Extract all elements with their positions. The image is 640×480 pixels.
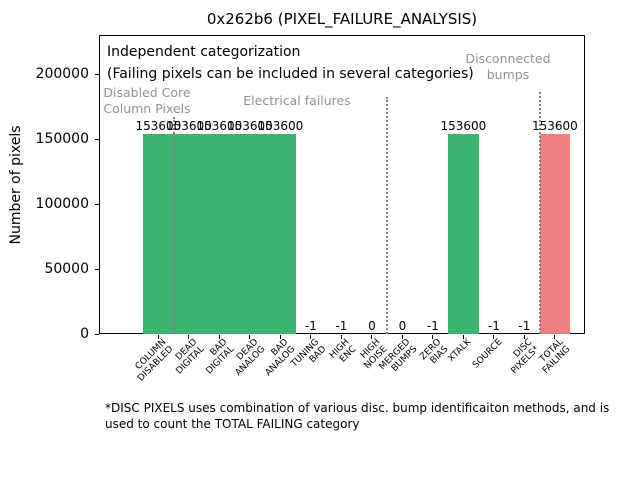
x-tick-mark [249, 335, 251, 339]
bar-value-label-source: -1 [487, 319, 500, 333]
y-tick-label: 100000 [35, 196, 89, 212]
x-tick-mark [462, 335, 464, 339]
bar-value-label-high-enc: -1 [335, 319, 348, 333]
bar-value-label-xtalk: 153600 [440, 119, 487, 134]
y-tick-mark [95, 333, 99, 335]
chart-title: 0x262b6 (PIXEL_FAILURE_ANALYSIS) [206, 10, 478, 28]
bar-dead-digital [173, 134, 205, 334]
annotation-line1: Independent categorization [107, 44, 301, 60]
bar-value-label-column-disabled: 153600 [135, 119, 182, 134]
bar-dead-analog [234, 134, 266, 334]
x-tick-mark [554, 335, 556, 339]
bar-xtalk [448, 134, 479, 334]
bar-value-label-disc-pixels: -1 [518, 319, 531, 333]
x-tick-mark [371, 335, 373, 339]
bar-value-label-zero-bias: -1 [426, 319, 439, 333]
bar-bad-analog [265, 134, 296, 334]
bar-column-disabled [143, 134, 174, 334]
y-tick-label: 0 [80, 326, 89, 342]
section-separator-line [538, 92, 541, 334]
x-tick-mark [279, 335, 281, 339]
x-tick-mark [401, 335, 403, 339]
x-tick-mark [157, 335, 159, 339]
annotation-line2: (Failing pixels can be included in sever… [107, 66, 474, 82]
y-tick-label: 200000 [35, 66, 89, 82]
x-tick-mark [340, 335, 342, 339]
section-label-line: Column Pixels [103, 101, 191, 116]
section-label-line: bumps [486, 67, 530, 82]
section-label-line: Disabled Core [103, 85, 191, 100]
x-tick-mark [493, 335, 495, 339]
footnote-line1: *DISC PIXELS uses combination of various… [105, 401, 610, 415]
section-label-line: Disconnected [465, 51, 551, 66]
bar-value-label-dead-digital: 153600 [165, 119, 212, 134]
section-label-disabled-core-column-pixels: Disabled Core Column Pixels [91, 85, 203, 117]
y-tick-label: 150000 [35, 131, 89, 147]
bar-value-label-tuning-bad: -1 [304, 319, 317, 333]
section-separator-line [386, 97, 389, 334]
bar-bad-digital [204, 134, 235, 334]
y-tick-mark [95, 73, 99, 75]
bar-value-label-dead-analog: 153600 [226, 119, 273, 134]
bar-value-label-merged-bumps: 0 [398, 319, 407, 333]
bar-value-label-bad-analog: 153600 [257, 119, 304, 134]
x-tick-mark [188, 335, 190, 339]
bar-total-failing [539, 134, 571, 334]
section-label-disconnected-bumps: Disconnected bumps [453, 51, 563, 83]
x-tick-mark [432, 335, 434, 339]
bar-value-label-high-noise: 0 [368, 319, 376, 333]
x-tick-mark [523, 335, 525, 339]
section-label-line: Electrical failures [243, 93, 351, 108]
section-separator-line [172, 117, 175, 334]
bar-value-label-total-failing: 153600 [531, 119, 578, 134]
x-tick-mark [218, 335, 220, 339]
annotation-note: Independent categorization (Failing pixe… [107, 41, 474, 85]
y-tick-mark [95, 138, 99, 140]
y-tick-mark [95, 203, 99, 205]
x-tick-mark [310, 335, 312, 339]
bar-value-label-bad-digital: 153600 [196, 119, 243, 134]
y-tick-label: 50000 [44, 261, 89, 277]
footnote-line2: used to count the TOTAL FAILING category [105, 416, 360, 431]
y-tick-mark [95, 268, 99, 270]
footnote: *DISC PIXELS uses combination of various… [105, 401, 609, 432]
section-label-electrical-failures: Electrical failures [237, 93, 357, 109]
